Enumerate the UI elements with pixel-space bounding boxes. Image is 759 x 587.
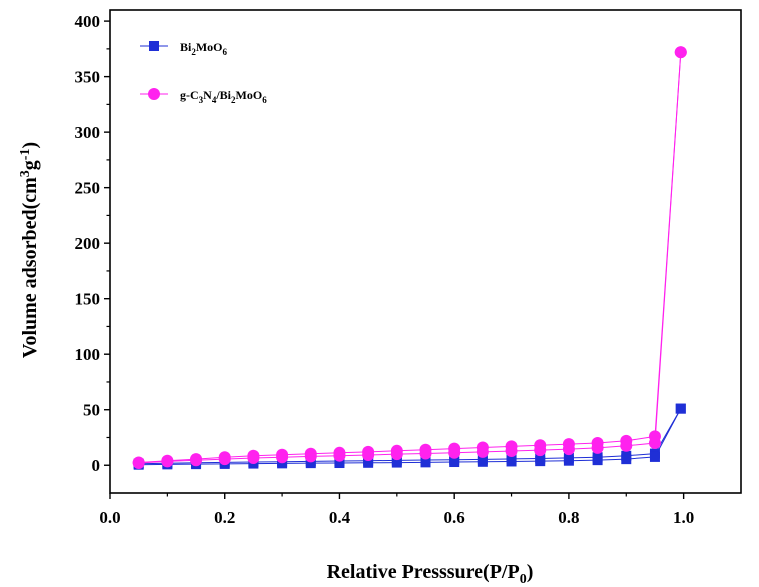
x-tick-label: 0.6 <box>444 508 465 527</box>
data-point-bi2moo6 <box>506 456 517 467</box>
data-point-composite <box>448 446 461 459</box>
y-tick-label: 50 <box>83 401 100 420</box>
data-point-bi2moo6 <box>563 455 574 466</box>
y-tick-label: 300 <box>75 123 101 142</box>
data-point-composite <box>562 443 575 456</box>
data-point-bi2moo6 <box>305 458 316 469</box>
legend-marker-square <box>149 41 159 51</box>
x-tick-label: 1.0 <box>673 508 694 527</box>
data-point-bi2moo6 <box>592 455 603 466</box>
data-point-composite <box>276 451 289 464</box>
data-point-bi2moo6 <box>649 451 660 462</box>
data-point-composite <box>620 439 633 452</box>
y-axis-title: Volume adsorbed(cm3g-1) <box>18 142 41 358</box>
data-point-composite <box>648 437 661 450</box>
axis-ticks: 0.0 0.2 0.4 0.6 0.8 1.0 0 50 100 150 200 250 300 350 4… <box>75 12 695 527</box>
y-tick-label: 200 <box>75 234 101 253</box>
data-point-composite <box>591 441 604 454</box>
legend-label-bi2moo6: Bi2MoO6 <box>180 40 228 57</box>
x-tick-label: 0.2 <box>214 508 235 527</box>
data-point-composite <box>218 453 231 466</box>
data-point-bi2moo6 <box>363 457 374 468</box>
data-point-bi2moo6 <box>449 457 460 468</box>
data-point-bi2moo6 <box>420 457 431 468</box>
data-point-composite <box>674 46 687 59</box>
data-point-composite <box>132 457 145 470</box>
data-point-composite <box>390 448 403 461</box>
data-point-composite <box>534 444 547 457</box>
data-point-bi2moo6 <box>277 458 288 469</box>
legend: Bi2MoO6 g-C3N4/Bi2MoO6 <box>140 40 267 105</box>
data-point-composite <box>161 455 174 468</box>
data-point-composite <box>505 445 518 458</box>
data-point-bi2moo6 <box>477 456 488 467</box>
y-tick-label: 400 <box>75 12 101 31</box>
data-point-composite <box>304 450 317 463</box>
x-tick-label: 0.4 <box>329 508 351 527</box>
y-tick-label: 100 <box>75 345 101 364</box>
y-tick-label: 0 <box>92 456 101 475</box>
data-point-bi2moo6 <box>621 454 632 465</box>
data-point-composite <box>362 449 375 462</box>
x-tick-label: 0.0 <box>99 508 120 527</box>
data-point-composite <box>247 452 260 465</box>
data-point-composite <box>190 454 203 467</box>
data-point-bi2moo6 <box>675 403 686 414</box>
data-point-composite <box>333 449 346 462</box>
data-series <box>132 46 687 470</box>
data-point-bi2moo6 <box>391 457 402 468</box>
legend-label-composite: g-C3N4/Bi2MoO6 <box>180 88 267 105</box>
plot-frame <box>109 9 742 494</box>
y-tick-label: 150 <box>75 290 101 309</box>
data-point-composite <box>419 447 432 460</box>
data-point-bi2moo6 <box>535 456 546 467</box>
data-point-bi2moo6 <box>334 458 345 469</box>
data-point-composite <box>476 445 489 458</box>
legend-marker-circle <box>148 88 160 100</box>
x-axis-title: Relative Presssure(P/P0) <box>327 561 534 587</box>
y-tick-label: 350 <box>75 68 101 87</box>
y-tick-label: 250 <box>75 179 101 198</box>
x-tick-label: 0.8 <box>558 508 579 527</box>
